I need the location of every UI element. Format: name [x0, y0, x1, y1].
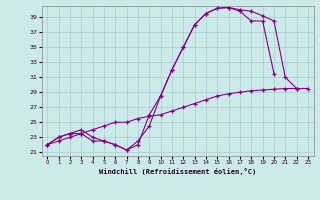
X-axis label: Windchill (Refroidissement éolien,°C): Windchill (Refroidissement éolien,°C) [99, 168, 256, 175]
